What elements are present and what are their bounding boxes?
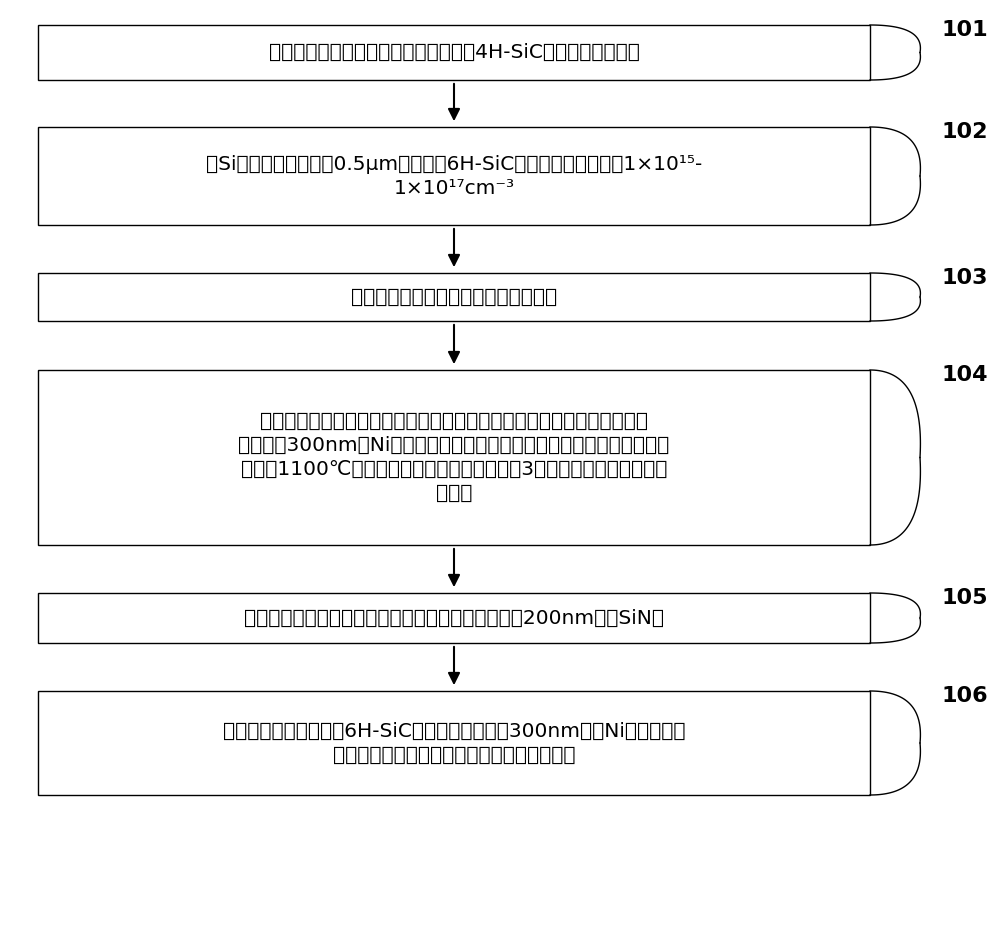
Text: 四次氮离子选择性注入形成漏区和源区: 四次氮离子选择性注入形成漏区和源区	[351, 287, 557, 307]
Text: 101: 101	[942, 20, 988, 40]
Bar	[38, 25, 870, 80]
Text: 层；在1100℃的氯气气氛中，对整个样品退火3分钟，形成源、漏欧姆接: 层；在1100℃的氯气气氛中，对整个样品退火3分钟，形成源、漏欧姆接	[241, 460, 667, 479]
Bar	[38, 273, 870, 321]
Text: 接触栅电极，然后在氯气气氛中快速退火处理: 接触栅电极，然后在氯气气氛中快速退火处理	[333, 745, 575, 765]
Text: 106: 106	[942, 686, 988, 706]
Text: 利用等离子体增强化学气相淀积法在外延层上方淀积200nm厚的SiN层: 利用等离子体增强化学气相淀积法在外延层上方淀积200nm厚的SiN层	[244, 609, 664, 627]
Text: 依次使用丙酮、无水乙醇和去离子水对4H-SiC衬底进行超声清洗: 依次使用丙酮、无水乙醇和去离子水对4H-SiC衬底进行超声清洗	[269, 43, 639, 62]
Text: 103: 103	[942, 268, 988, 288]
Text: 对整个碳化硅外延层进行涂胶、显影，在源区和漏区上方形成欧姆接触区: 对整个碳化硅外延层进行涂胶、显影，在源区和漏区上方形成欧姆接触区	[260, 412, 648, 431]
Text: 在Si衬底上生长厚度为0.5μm轻掺杂的6H-SiC外延层，掺杂浓度为1×10¹⁵-: 在Si衬底上生长厚度为0.5μm轻掺杂的6H-SiC外延层，掺杂浓度为1×10¹…	[206, 154, 702, 174]
Bar	[38, 593, 870, 643]
Text: 102: 102	[942, 122, 988, 142]
Text: 触电极: 触电极	[436, 484, 472, 503]
Bar	[38, 691, 870, 795]
Text: 105: 105	[942, 588, 988, 608]
Text: 利用磁控溅射的方法在6H-SiC沟道表面溅射金属300nm金属Ni作为肖特基: 利用磁控溅射的方法在6H-SiC沟道表面溅射金属300nm金属Ni作为肖特基	[223, 722, 685, 741]
Text: 域，淀积300nm的Ni金属，之后通过超声波剥离使其形成源极和漏极金属: 域，淀积300nm的Ni金属，之后通过超声波剥离使其形成源极和漏极金属	[238, 436, 670, 455]
Bar	[38, 370, 870, 545]
Text: 1×10¹⁷cm⁻³: 1×10¹⁷cm⁻³	[393, 179, 515, 197]
Text: 104: 104	[942, 365, 988, 385]
Bar	[38, 127, 870, 225]
